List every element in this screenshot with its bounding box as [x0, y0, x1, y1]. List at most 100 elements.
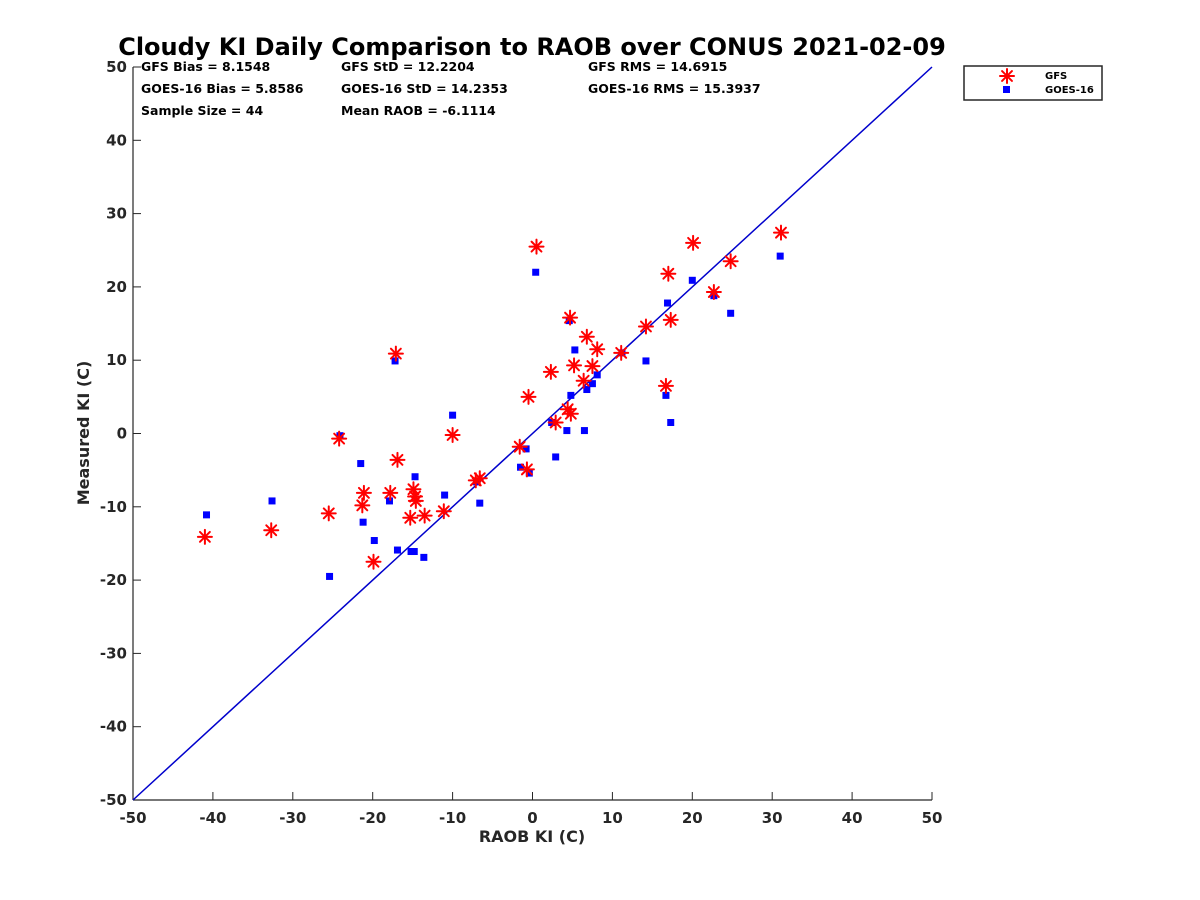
gfs-point: [471, 470, 488, 487]
goes-16-point: [688, 276, 696, 284]
goes-16-point: [667, 419, 675, 427]
legend: GFS GOES-16: [963, 65, 1103, 101]
x-tick-label: -30: [279, 809, 306, 827]
gfs-point: [660, 265, 677, 282]
gfs-point: [589, 341, 606, 358]
gfs-point: [331, 430, 348, 447]
x-tick-label: 10: [602, 809, 623, 827]
legend-gfs-asterisk: [999, 68, 1015, 84]
x-ticks: -50 -40 -30 -20 -10 0 10 20 30 40 50: [119, 792, 942, 827]
goes-16-point: [532, 268, 540, 276]
stat-mean-raob: Mean RAOB = -6.1114: [341, 103, 496, 118]
goes-16-point: [517, 463, 525, 471]
gfs-point: [562, 405, 579, 422]
stat-goes-std: GOES-16 StD = 14.2353: [341, 81, 508, 96]
chart-title: Cloudy KI Daily Comparison to RAOB over …: [118, 33, 946, 61]
gfs-point: [685, 234, 702, 251]
goes-16-point: [664, 299, 672, 307]
gfs-point: [722, 253, 739, 270]
x-tick-label: -50: [119, 809, 146, 827]
goes-16-point: [552, 453, 560, 461]
y-tick-label: -50: [100, 791, 127, 809]
gfs-point: [575, 372, 592, 389]
legend-goes-label: GOES-16: [1045, 85, 1094, 96]
y-axis-label: Measured KI (C): [74, 361, 93, 506]
gfs-point: [662, 311, 679, 328]
stat-gfs-rms: GFS RMS = 14.6915: [588, 59, 727, 74]
legend-box: [963, 65, 1103, 101]
goes-16-point: [642, 357, 650, 365]
y-tick-label: 40: [106, 131, 127, 149]
y-tick-label: -40: [100, 718, 127, 736]
gfs-point: [566, 357, 583, 374]
goes-16-point: [662, 391, 670, 399]
goes-16-point: [776, 252, 784, 260]
gfs-point: [407, 492, 424, 509]
stat-sample-size: Sample Size = 44: [141, 103, 263, 118]
x-tick-label: 40: [842, 809, 863, 827]
goes-16-point: [268, 497, 276, 505]
gfs-point: [562, 309, 579, 326]
goes-16-point: [411, 473, 419, 481]
goes-16-point: [359, 518, 367, 526]
x-tick-label: -40: [199, 809, 226, 827]
x-tick-label: -10: [439, 809, 466, 827]
gfs-point: [402, 509, 419, 526]
gfs-point: [444, 426, 461, 443]
y-tick-label: 0: [117, 425, 127, 443]
goes-16-point: [593, 371, 601, 379]
legend-gfs-label: GFS: [1045, 71, 1067, 82]
gfs-point: [355, 484, 372, 501]
gfs-point: [528, 238, 545, 255]
y-tick-label: -20: [100, 571, 127, 589]
y-ticks: 50 40 30 20 10 0 -10 -20 -30 -40 -50: [100, 58, 141, 809]
x-tick-label: 30: [762, 809, 783, 827]
one-to-one-line: [132, 66, 933, 801]
gfs-point: [263, 522, 280, 539]
goes-16-point: [203, 511, 211, 519]
goes-16-point: [588, 380, 596, 388]
goes-16-point: [370, 537, 378, 545]
legend-goes-square-icon: [1003, 86, 1010, 93]
goes-16-point: [326, 572, 334, 580]
gfs-point: [320, 505, 337, 522]
gfs-point: [547, 414, 564, 431]
gfs-point: [520, 388, 537, 405]
x-tick-label: 20: [682, 809, 703, 827]
goes-16-point: [385, 497, 393, 505]
y-tick-label: 20: [106, 278, 127, 296]
goes-16-point: [571, 346, 579, 354]
gfs-point: [382, 484, 399, 501]
goes-16-point: [357, 460, 365, 468]
gfs-point: [387, 345, 404, 362]
gfs-point: [705, 284, 722, 301]
y-tick-label: -10: [100, 498, 127, 516]
y-tick-label: 30: [106, 205, 127, 223]
gfs-point: [657, 377, 674, 394]
gfs-point: [365, 553, 382, 570]
data-points: [196, 224, 789, 580]
goes-16-point: [393, 546, 401, 554]
goes-16-point: [522, 445, 530, 453]
x-tick-label: 0: [527, 809, 537, 827]
goes-16-point: [567, 391, 575, 399]
x-axis-label: RAOB KI (C): [479, 827, 585, 846]
gfs-point: [578, 328, 595, 345]
stat-gfs-bias: GFS Bias = 8.1548: [141, 59, 270, 74]
goes-16-point: [476, 499, 484, 507]
gfs-point: [637, 318, 654, 335]
goes-16-point: [563, 427, 571, 435]
gfs-point: [511, 438, 528, 455]
gfs-point: [772, 224, 789, 241]
gfs-point: [354, 497, 371, 514]
y-tick-label: 10: [106, 351, 127, 369]
gfs-point: [196, 528, 213, 545]
goes-16-point: [420, 553, 428, 561]
y-tick-label: -30: [100, 644, 127, 662]
goes-16-point: [441, 491, 449, 499]
gfs-point: [416, 507, 433, 524]
x-tick-label: 50: [922, 809, 943, 827]
legend-gfs-asterisk-icon: [999, 68, 1015, 84]
gfs-point: [435, 503, 452, 520]
stat-goes-bias: GOES-16 Bias = 5.8586: [141, 81, 304, 96]
